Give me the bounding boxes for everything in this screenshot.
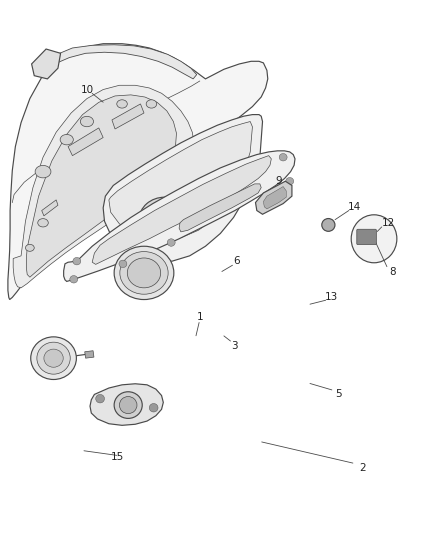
Ellipse shape [119,260,127,268]
Polygon shape [13,85,194,288]
Polygon shape [263,187,286,209]
Ellipse shape [127,258,160,288]
Text: 1: 1 [196,312,203,322]
Text: 3: 3 [231,342,238,351]
Polygon shape [8,44,267,300]
Ellipse shape [25,245,34,252]
Text: 14: 14 [347,202,360,212]
Text: 6: 6 [233,256,240,266]
Ellipse shape [37,342,70,374]
Text: 13: 13 [324,293,337,302]
Ellipse shape [167,239,175,246]
Ellipse shape [35,165,51,178]
Polygon shape [109,122,252,240]
Text: 9: 9 [275,176,282,186]
Text: 2: 2 [358,463,365,473]
Ellipse shape [285,177,293,185]
Ellipse shape [80,116,93,127]
Polygon shape [53,45,196,79]
Text: 5: 5 [334,390,341,399]
Ellipse shape [149,403,158,412]
Text: 15: 15 [111,453,124,462]
Ellipse shape [60,134,73,145]
Ellipse shape [120,252,168,294]
Ellipse shape [38,219,48,227]
Ellipse shape [31,337,76,379]
Ellipse shape [73,257,81,265]
Text: 10: 10 [81,85,94,94]
Polygon shape [92,156,271,264]
Ellipse shape [350,215,396,263]
Ellipse shape [114,246,173,300]
Polygon shape [64,151,294,281]
Ellipse shape [279,154,286,161]
Polygon shape [42,200,58,216]
Polygon shape [26,95,176,277]
Polygon shape [255,181,291,214]
Polygon shape [85,351,94,358]
Ellipse shape [95,394,104,403]
Ellipse shape [146,100,156,108]
Polygon shape [68,128,103,156]
Polygon shape [90,384,163,425]
Ellipse shape [44,349,63,367]
Ellipse shape [119,397,137,414]
Polygon shape [32,49,60,79]
Ellipse shape [114,392,142,418]
Ellipse shape [139,197,190,242]
Polygon shape [179,184,261,232]
Ellipse shape [321,219,334,231]
Polygon shape [103,115,262,261]
Ellipse shape [70,276,78,283]
FancyBboxPatch shape [356,229,375,245]
Polygon shape [112,104,144,129]
Text: 8: 8 [389,267,396,277]
Ellipse shape [117,100,127,108]
Polygon shape [214,169,242,188]
Polygon shape [180,138,202,164]
Polygon shape [205,181,218,193]
Text: 12: 12 [381,218,394,228]
Polygon shape [195,136,204,149]
